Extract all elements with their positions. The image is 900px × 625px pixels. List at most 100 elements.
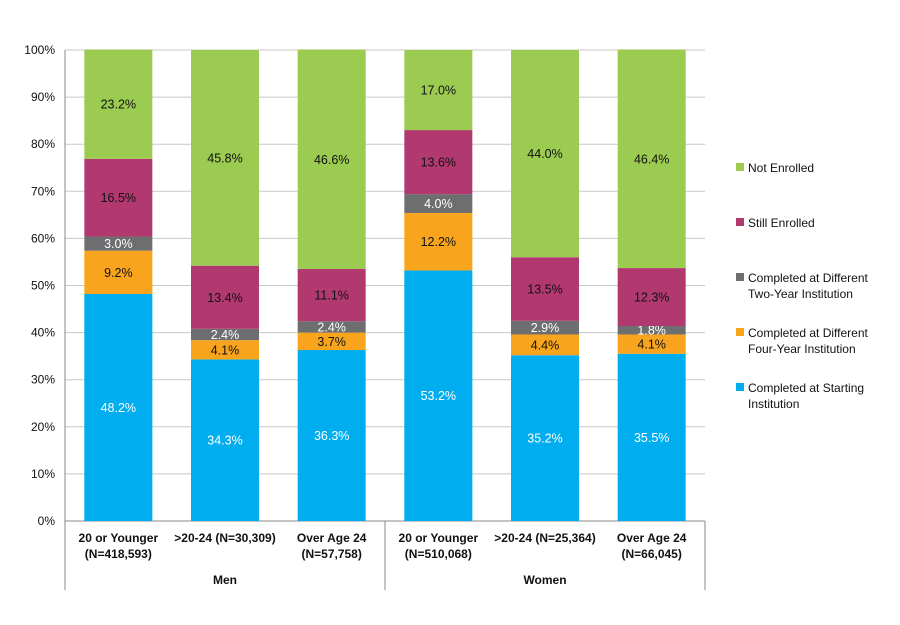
data-label: 13.4% <box>207 291 242 305</box>
data-label: 17.0% <box>421 84 456 98</box>
bar-segment <box>297 321 366 333</box>
data-label: 4.4% <box>531 338 560 352</box>
bar-segment <box>84 250 153 294</box>
y-tick-label: 70% <box>31 184 55 198</box>
bar-segment <box>404 212 473 271</box>
x-category-label: Over Age 24 <box>617 531 687 545</box>
data-label: 46.6% <box>314 153 349 167</box>
data-label: 2.4% <box>317 320 346 334</box>
x-category-label: (N=66,045) <box>621 547 681 561</box>
data-label: 4.1% <box>637 338 666 352</box>
data-label: 45.8% <box>207 151 242 165</box>
bar-segment <box>191 50 259 266</box>
bar-segment <box>84 49 153 159</box>
x-category-label: 20 or Younger <box>399 531 479 545</box>
legend-label: Not Enrolled <box>748 161 814 175</box>
y-tick-label: 90% <box>31 90 55 104</box>
legend-label: Four-Year Institution <box>748 342 856 356</box>
bar-segment <box>511 320 579 335</box>
bar-segment <box>404 50 473 131</box>
legend-label: Two-Year Institution <box>748 287 853 301</box>
legend-swatch <box>736 383 744 391</box>
bar-segment <box>617 353 686 521</box>
data-label: 9.2% <box>104 266 133 280</box>
legend-swatch <box>736 218 744 226</box>
legend-swatch <box>736 328 744 336</box>
data-label: 35.5% <box>634 431 669 445</box>
gridlines <box>64 49 705 522</box>
data-label: 34.3% <box>207 434 242 448</box>
data-label: 46.4% <box>634 152 669 166</box>
legend-label: Institution <box>748 397 799 411</box>
x-group-label: Women <box>523 573 566 587</box>
bar-segment <box>404 130 473 195</box>
bars: 48.2% 9.2% 3.0% 16.5% 23.2% 34.3% 4.1% 2.4% 13.4… <box>84 49 686 521</box>
y-tick-label: 60% <box>31 231 55 245</box>
bar-segment <box>191 359 259 521</box>
x-axis: 20 or Younger (N=418,593) >20-24 (N=30,309… <box>64 521 706 590</box>
data-label: 13.5% <box>527 283 562 297</box>
x-category-label: 20 or Younger <box>79 531 159 545</box>
y-tick-label: 20% <box>31 420 55 434</box>
data-label: 35.2% <box>527 432 562 446</box>
y-tick-label: 40% <box>31 326 55 340</box>
data-label: 12.2% <box>421 235 456 249</box>
bar-segment <box>84 236 153 251</box>
bar-segment <box>511 355 579 521</box>
data-label: 13.6% <box>421 156 456 170</box>
legend-swatch <box>736 273 744 281</box>
data-label: 3.0% <box>104 237 133 251</box>
y-tick-label: 30% <box>31 373 55 387</box>
legend: Not Enrolled Still Enrolled Completed at D… <box>736 161 869 411</box>
data-label: 1.8% <box>637 324 666 338</box>
legend-label: Completed at Starting <box>748 381 864 395</box>
bar-segment <box>511 257 579 321</box>
bar-segment <box>617 334 686 354</box>
data-label: 4.0% <box>424 197 453 211</box>
legend-label: Still Enrolled <box>748 216 815 230</box>
legend-swatch <box>736 163 744 171</box>
data-label: 16.5% <box>101 191 136 205</box>
bar-segment <box>191 328 259 341</box>
bar-segment <box>84 158 153 237</box>
bar-segment <box>617 326 686 335</box>
legend-label: Completed at Different <box>748 326 869 340</box>
bar-segment <box>404 194 473 213</box>
bar-segment <box>84 293 153 521</box>
x-group-label: Men <box>213 573 237 587</box>
y-axis-ticks: 0% 10% 20% 30% 40% 50% 60% 70% 80% 90% 100% <box>24 43 55 528</box>
data-label: 12.3% <box>634 291 669 305</box>
data-label: 11.1% <box>314 289 349 303</box>
y-tick-label: 10% <box>31 467 55 481</box>
data-label: 23.2% <box>101 98 136 112</box>
data-label: 4.1% <box>211 343 240 357</box>
data-label: 44.0% <box>527 147 562 161</box>
data-label: 3.7% <box>317 335 346 349</box>
legend-label: Completed at Different <box>748 271 869 285</box>
x-category-label: Over Age 24 <box>297 531 367 545</box>
x-category-label: (N=510,068) <box>405 547 472 561</box>
data-label: 36.3% <box>314 429 349 443</box>
bar-segment <box>297 332 366 351</box>
bar-segment <box>297 49 366 270</box>
bar-segment <box>404 270 473 521</box>
bar-segment <box>511 334 579 356</box>
x-category-label: (N=418,593) <box>85 547 152 561</box>
x-category-label: >20-24 (N=25,364) <box>494 531 595 545</box>
x-category-label: (N=57,758) <box>301 547 361 561</box>
y-tick-label: 0% <box>38 514 56 528</box>
bar-segment <box>617 268 686 327</box>
x-category-label: >20-24 (N=30,309) <box>174 531 275 545</box>
bar-segment <box>297 269 366 322</box>
y-tick-label: 50% <box>31 279 55 293</box>
bar-segment <box>297 350 366 521</box>
bar-segment <box>191 340 259 360</box>
bar-segment <box>511 50 579 258</box>
data-label: 53.2% <box>421 389 456 403</box>
y-tick-label: 80% <box>31 137 55 151</box>
data-label: 48.2% <box>101 401 136 415</box>
bar-segment <box>617 49 686 269</box>
data-label: 2.9% <box>531 321 560 335</box>
y-tick-label: 100% <box>24 43 55 57</box>
